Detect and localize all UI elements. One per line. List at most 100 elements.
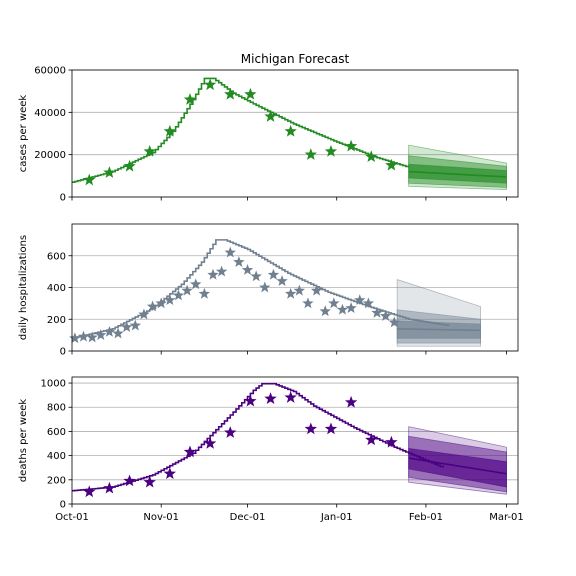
observed-marker [371,306,383,318]
model-line [72,239,450,340]
observed-marker [304,422,318,435]
observed-marker [284,287,297,299]
observed-marker [267,268,280,280]
observed-marker [324,144,338,157]
y-tick-label: 200 [47,475,66,486]
observed-marker [241,264,254,275]
observed-marker [336,303,349,315]
observed-marker [302,297,314,309]
axes-frame [71,376,519,505]
observed-marker [86,331,98,343]
x-tick-label: Nov-01 [143,512,179,523]
forecast-median-line [408,170,507,178]
y-tick-label: 0 [60,347,66,358]
observed-marker [224,426,237,438]
forecast-median-line [397,327,481,332]
observed-marker [365,150,378,163]
observed-marker [324,422,338,435]
observed-marker [103,325,116,337]
observed-marker [112,327,124,339]
model-line [72,382,444,492]
observed-marker [224,87,237,100]
x-tick-label: Dec-01 [230,512,266,523]
y-tick-label: 400 [47,451,66,462]
observed-marker [181,284,193,296]
x-tick-label: Mar-01 [489,512,524,523]
plot-area [72,239,481,347]
observed-marker [293,284,306,296]
observed-marker [345,302,357,313]
observed-marker [163,124,177,137]
observed-marker [215,265,228,277]
y-tick-label: 600 [47,251,66,262]
observed-marker [95,329,107,340]
y-tick-label: 1000 [41,379,66,390]
y-tick-label: 0 [60,500,66,511]
observed-marker [250,270,262,282]
observed-marker [183,445,197,458]
observed-marker [362,297,375,309]
observed-marker [123,159,136,172]
observed-marker [103,166,116,178]
plot-area [72,382,507,495]
forecast-median-line [408,457,507,475]
observed-marker [319,305,331,317]
observed-marker [83,173,96,186]
panel-deaths: 0 200 400 600 800 1000 deaths per week Oct-01 No… [18,376,524,523]
observed-marker [103,481,116,494]
observed-marker [244,87,257,100]
observed-marker [233,256,245,267]
observed-marker [344,139,358,152]
x-tick-label: Oct-01 [55,512,89,523]
observed-marker [190,278,202,290]
observed-marker [276,275,288,286]
observed-marker [385,158,398,171]
y-axis-label: daily hospitalizations [18,235,29,340]
observed-marker [310,284,323,296]
observed-marker [143,144,156,157]
observed-marker [155,297,167,309]
observed-marker [123,474,136,487]
observed-marker [224,246,236,258]
observed-marker [328,297,340,309]
observed-marker [244,394,257,407]
observed-marker [69,332,81,344]
observed-marker [164,294,176,306]
observed-marker [77,330,90,342]
figure-title: Michigan Forecast [241,52,350,66]
panel-cases: 0 20000 40000 60000 cases per week [18,66,519,204]
observed-marker [304,148,318,160]
observed-marker [129,319,142,331]
observed-marker [379,310,392,321]
observed-marker [172,289,185,301]
observed-marker [365,433,378,446]
observed-marker [203,437,217,449]
observed-marker [259,281,271,293]
observed-marker [284,124,297,137]
observed-marker [264,392,277,405]
panels: 0 20000 40000 60000 cases per week 0 200 400 600… [18,66,524,524]
y-tick-label: 200 [47,315,66,326]
forecast-band-50 [408,447,507,488]
y-tick-label: 60000 [34,66,66,77]
y-axis-label: deaths per week [18,399,29,483]
observed-marker [203,78,217,91]
y-tick-label: 800 [47,403,66,414]
y-tick-label: 400 [47,283,66,294]
observed-marker [83,485,96,498]
panel-hospitalizations: 0 200 400 600 daily hospitalizations [18,223,519,358]
observed-marker [198,287,211,299]
observed-marker [183,93,197,105]
observed-marker [344,395,358,408]
x-tick-label: Jan-01 [320,512,353,523]
y-axis-label: cases per week [18,95,29,173]
observed-marker [163,467,177,480]
y-tick-label: 20000 [34,150,66,161]
y-tick-label: 40000 [34,108,66,119]
axes-frame [71,69,519,198]
x-tick-label: Feb-01 [409,512,443,523]
observed-marker [284,391,297,403]
observed-marker [207,268,219,280]
observed-marker [143,475,156,488]
